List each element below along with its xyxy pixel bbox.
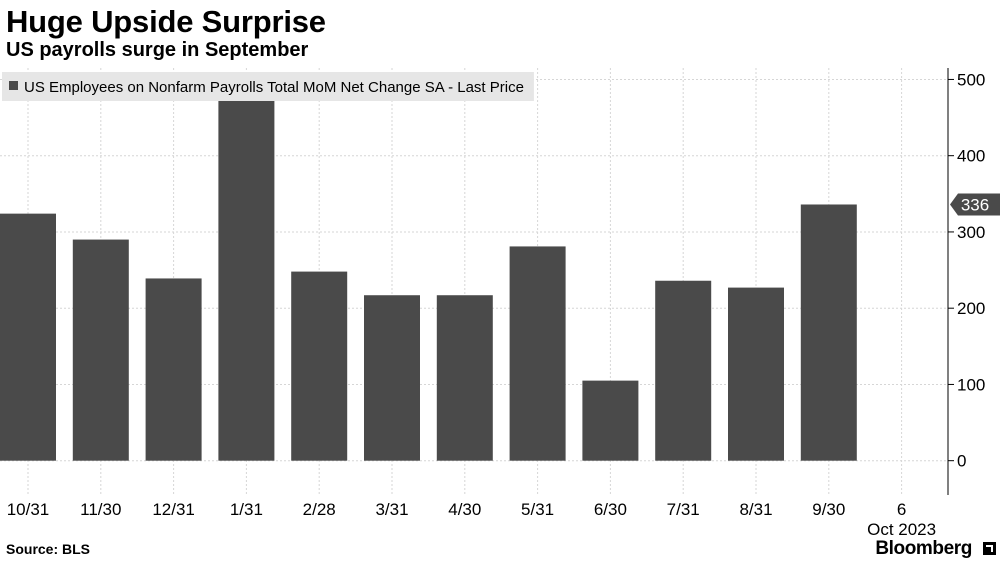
legend-swatch [9,81,18,90]
y-tick-label: 100 [957,375,985,394]
x-tick-label: 5/31 [521,500,554,519]
last-value-tag [950,193,1000,216]
chart-title: Huge Upside Surprise [6,4,326,39]
x-period-label: Oct 2023 [867,520,936,539]
x-tick-label: 3/31 [375,500,408,519]
bar-11/30 [72,239,129,461]
bar-series [0,100,857,461]
y-tick-label: 400 [957,147,985,166]
legend: US Employees on Nonfarm Payrolls Total M… [2,72,534,101]
bar-3/31 [364,295,420,461]
y-tick-label: 200 [957,299,985,318]
bar-5/31 [509,246,566,461]
x-tick-label: 6 [897,500,906,519]
bar-12/31 [145,278,202,461]
x-tick-label: 1/31 [230,500,263,519]
bar-6/30 [582,380,639,461]
bar-10/31 [0,213,56,461]
source-note: Source: BLS [6,541,91,557]
bar-2/28 [291,271,348,461]
y-axis: 0 100 200 300 400 500 336 [947,68,1000,495]
x-tick-label: 10/31 [7,500,50,519]
legend-box [2,72,534,101]
x-tick-label: 6/30 [594,500,627,519]
bar-7/31 [655,280,712,461]
x-tick-label: 12/31 [152,500,195,519]
x-tick-label: 9/30 [812,500,845,519]
bloomberg-terminal-icon [983,542,996,555]
x-tick-label: 4/30 [448,500,481,519]
bar-8/31 [728,287,784,461]
y-tick-label: 300 [957,223,985,242]
chart-subtitle: US payrolls surge in September [6,39,309,61]
y-tick-label: 500 [957,70,985,89]
brand-logo-text: Bloomberg [875,538,972,559]
x-tick-label: 7/31 [667,500,700,519]
x-axis-labels: 10/31 11/30 12/31 1/31 2/28 3/31 4/30 5/31 6/30 7… [7,500,936,539]
x-tick-label: 11/30 [80,500,121,519]
x-tick-label: 8/31 [739,500,772,519]
x-tick-label: 2/28 [303,500,336,519]
y-tick-label: 0 [957,452,966,471]
last-value-label: 336 [961,195,989,214]
bar-9/30 [800,204,857,461]
bar-4/30 [436,295,493,461]
bar-1/31 [218,100,275,461]
legend-label: US Employees on Nonfarm Payrolls Total M… [24,79,524,96]
